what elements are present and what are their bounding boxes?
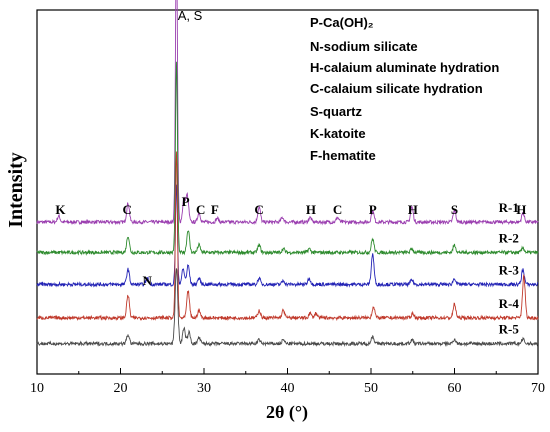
series-line-r-3	[36, 184, 539, 288]
legend-entry: N-sodium silicate	[310, 39, 418, 54]
peak-label: H	[516, 202, 526, 217]
peak-annotations: K CPC F C H C P H S HN	[55, 194, 526, 288]
series-label: R-2	[499, 230, 519, 245]
x-tick-label: 40	[281, 381, 295, 396]
y-axis-label: Intensity	[5, 152, 27, 228]
x-tick-label: 10	[30, 381, 44, 396]
legend-entry: K-katoite	[310, 126, 366, 141]
peak-label: P	[182, 194, 190, 209]
legend-entry: S-quartz	[310, 104, 363, 119]
series-label: R-3	[499, 262, 520, 277]
peak-label: S	[451, 202, 458, 217]
peak-label: C	[254, 202, 263, 217]
peak-label: C	[333, 202, 342, 217]
x-axis-ticks: 10 20 30 40 50 60 70	[30, 368, 545, 396]
legend-entry: P-Ca(OH)₂	[310, 15, 374, 30]
peak-label: P	[369, 202, 377, 217]
series-line-r-4	[36, 151, 539, 322]
top-peak-label: A, S	[178, 8, 203, 23]
series-line-r-1	[36, 0, 539, 226]
x-axis-label: 2θ (°)	[266, 402, 308, 423]
peak-label: H	[408, 202, 418, 217]
x-tick-label: 70	[531, 381, 545, 396]
legend-entry: C-calaium silicate hydration	[310, 81, 483, 96]
series-layer: R-1 R-2 R-3 R-4 R-5	[36, 0, 539, 347]
legend: P-Ca(OH)₂ N-sodium silicate H-calaium al…	[310, 15, 499, 163]
peak-label: C	[196, 202, 205, 217]
peak-label: K	[55, 202, 66, 217]
x-tick-label: 50	[364, 381, 378, 396]
peak-label: N	[143, 273, 153, 288]
x-tick-label: 30	[197, 381, 211, 396]
series-label: R-1	[499, 200, 519, 215]
peak-label: F	[211, 202, 219, 217]
x-tick-label: 20	[114, 381, 128, 396]
legend-entry: F-hematite	[310, 148, 376, 163]
series-line-r-5	[36, 268, 539, 347]
x-tick-label: 60	[448, 381, 462, 396]
peak-label: H	[306, 202, 316, 217]
series-line-r-2	[36, 61, 539, 256]
series-label: R-5	[499, 322, 520, 337]
legend-entry: H-calaium aluminate hydration	[310, 60, 499, 75]
series-label: R-4	[499, 296, 520, 311]
peak-label: C	[122, 202, 131, 217]
